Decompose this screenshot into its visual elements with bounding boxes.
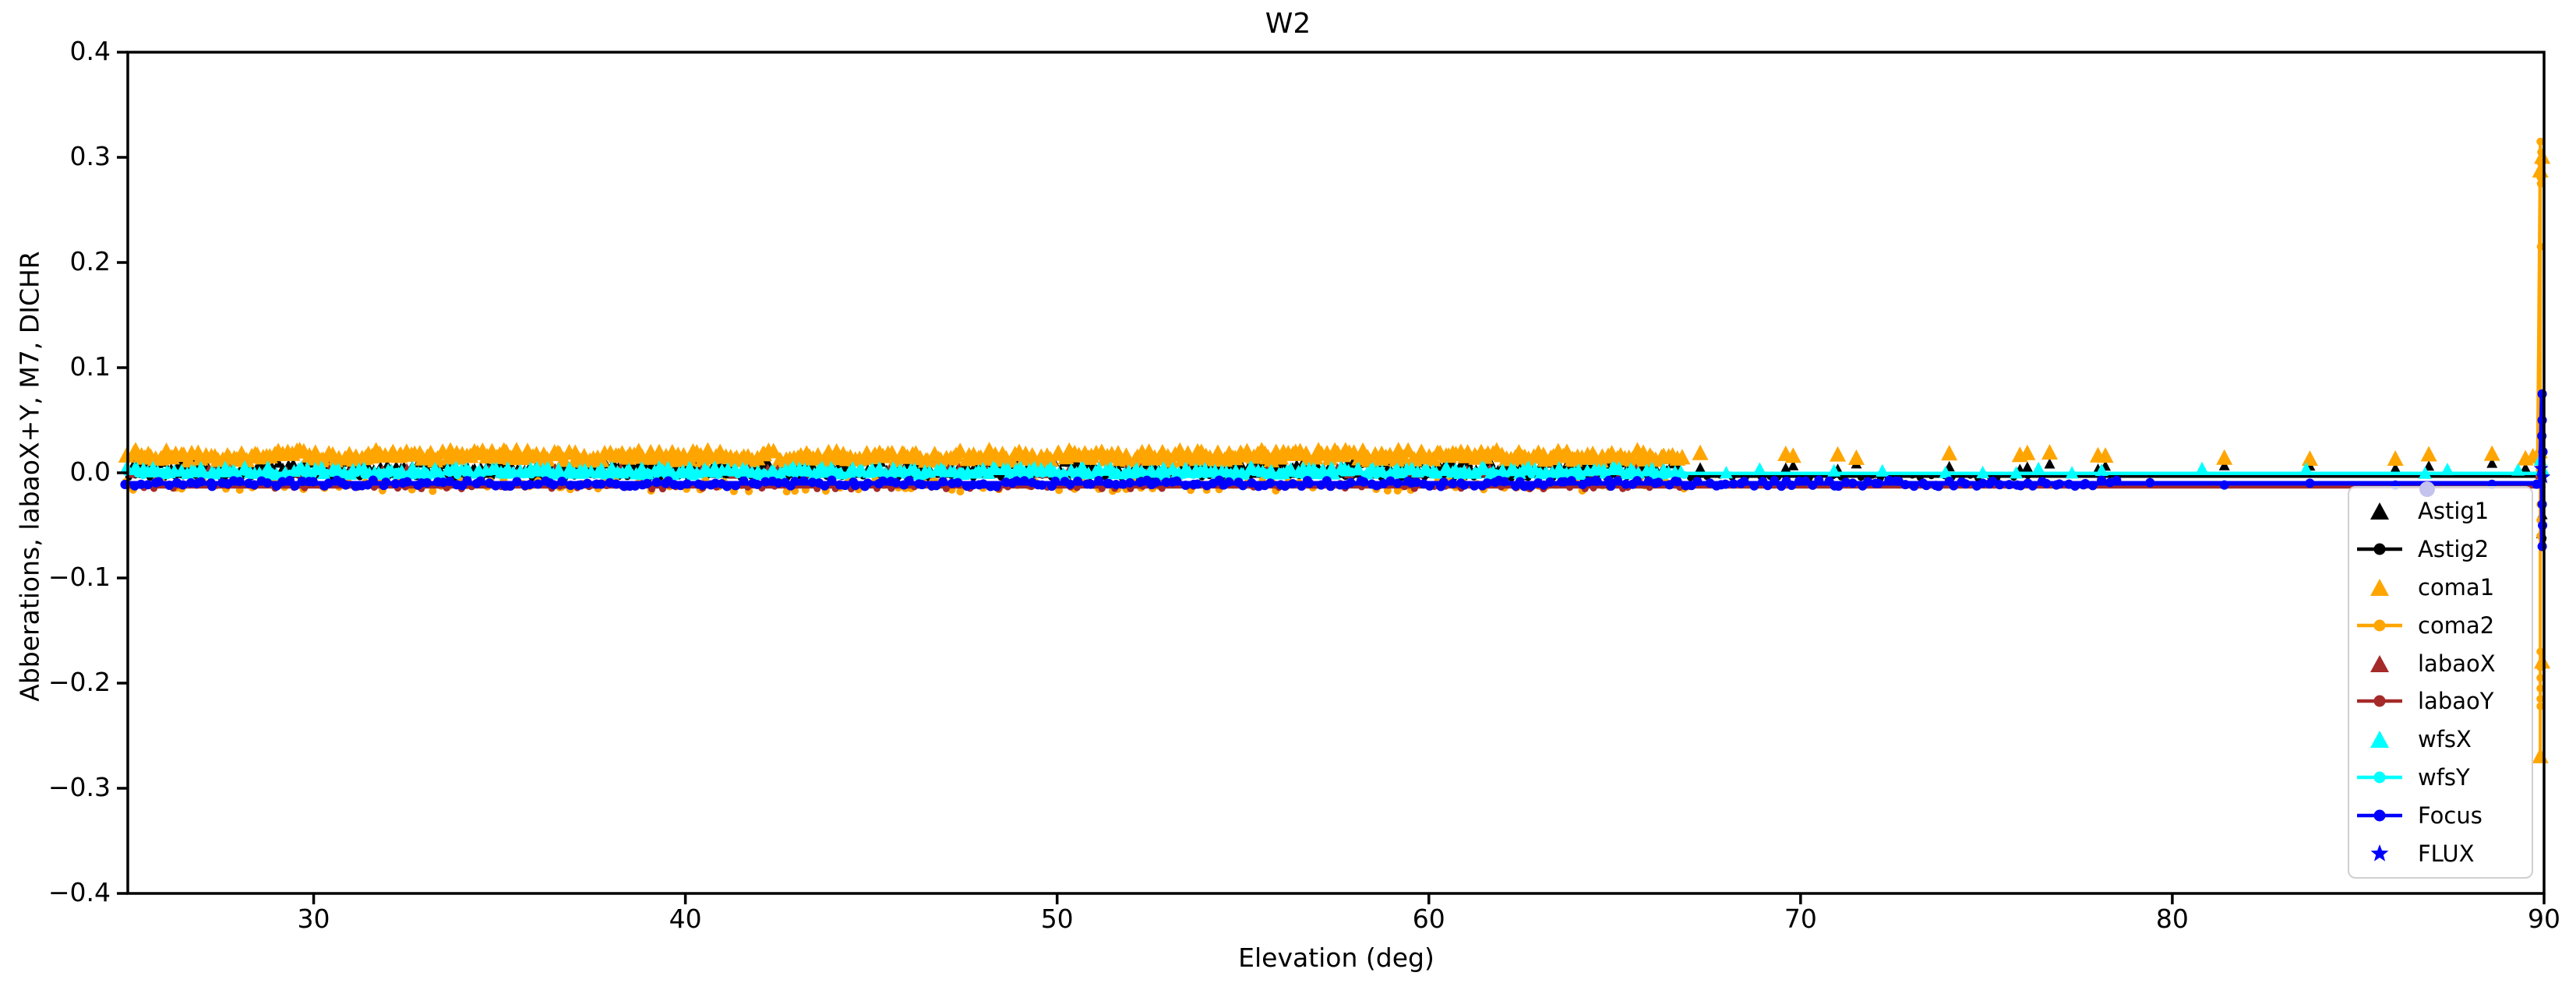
wfsx-legend-marker-icon (2370, 731, 2389, 749)
chart-title: W2 (1265, 8, 1311, 40)
x-tick-70: 70 (1784, 904, 1817, 934)
legend-label: Astig2 (2418, 536, 2490, 563)
y-tick-0.0: 0.0 (69, 456, 111, 487)
legend-item-wfsy: wfsY (2349, 759, 2532, 796)
y-tick-0.1: 0.1 (69, 351, 111, 382)
astig2-legend-marker-icon (2357, 543, 2402, 555)
legend-item-labaox: labaoX (2349, 645, 2532, 682)
labaoy-legend-marker-icon (2357, 695, 2402, 707)
y-tick-−0.3: −0.3 (48, 772, 111, 802)
legend-item-astig2: Astig2 (2349, 530, 2532, 568)
x-axis-label: Elevation (deg) (1238, 942, 1434, 973)
x-tick-40: 40 (669, 904, 702, 934)
y-tick-−0.1: −0.1 (48, 562, 111, 592)
x-tick-90: 90 (2528, 904, 2560, 934)
legend-label: labaoX (2418, 650, 2496, 677)
legend-item-coma1: coma1 (2349, 569, 2532, 606)
legend-label: Focus (2418, 802, 2482, 829)
y-tick-0.3: 0.3 (69, 141, 111, 171)
legend-label: Astig1 (2418, 498, 2490, 525)
flux-legend-marker-icon (2370, 844, 2389, 861)
astig1-legend-marker-icon (2370, 502, 2389, 520)
x-tick-30: 30 (297, 904, 330, 934)
y-tick-0.4: 0.4 (69, 36, 111, 66)
legend-item-labaoy: labaoY (2349, 682, 2532, 720)
legend-label: wfsX (2418, 726, 2472, 753)
legend-item-flux: FLUX (2349, 835, 2532, 872)
legend-item-astig1: Astig1 (2349, 492, 2532, 530)
y-tick-−0.4: −0.4 (48, 877, 111, 907)
legend-item-coma2: coma2 (2349, 607, 2532, 644)
x-tick-80: 80 (2155, 904, 2189, 934)
legend-item-wfsx: wfsX (2349, 721, 2532, 758)
legend-label: coma2 (2418, 611, 2495, 639)
outlier-dot (2419, 481, 2435, 497)
legend: Astig1 Astig2 coma1 coma2 labaoX labaoY wfsX wf… (2348, 486, 2533, 879)
coma2-legend-marker-icon (2357, 619, 2402, 632)
y-tick-0.2: 0.2 (69, 246, 111, 277)
labaox-legend-marker-icon (2370, 654, 2389, 672)
x-tick-50: 50 (1040, 904, 1074, 934)
legend-label: labaoY (2418, 688, 2494, 715)
y-tick-−0.2: −0.2 (48, 667, 111, 697)
legend-label: coma1 (2418, 573, 2495, 601)
legend-label: wfsY (2418, 763, 2470, 791)
legend-item-focus: Focus (2349, 797, 2532, 834)
focus-legend-marker-icon (2357, 809, 2402, 822)
x-tick-60: 60 (1412, 904, 1445, 934)
coma1-legend-marker-icon (2370, 578, 2389, 596)
wfsy-legend-marker-icon (2357, 771, 2402, 784)
legend-label: FLUX (2418, 840, 2475, 867)
